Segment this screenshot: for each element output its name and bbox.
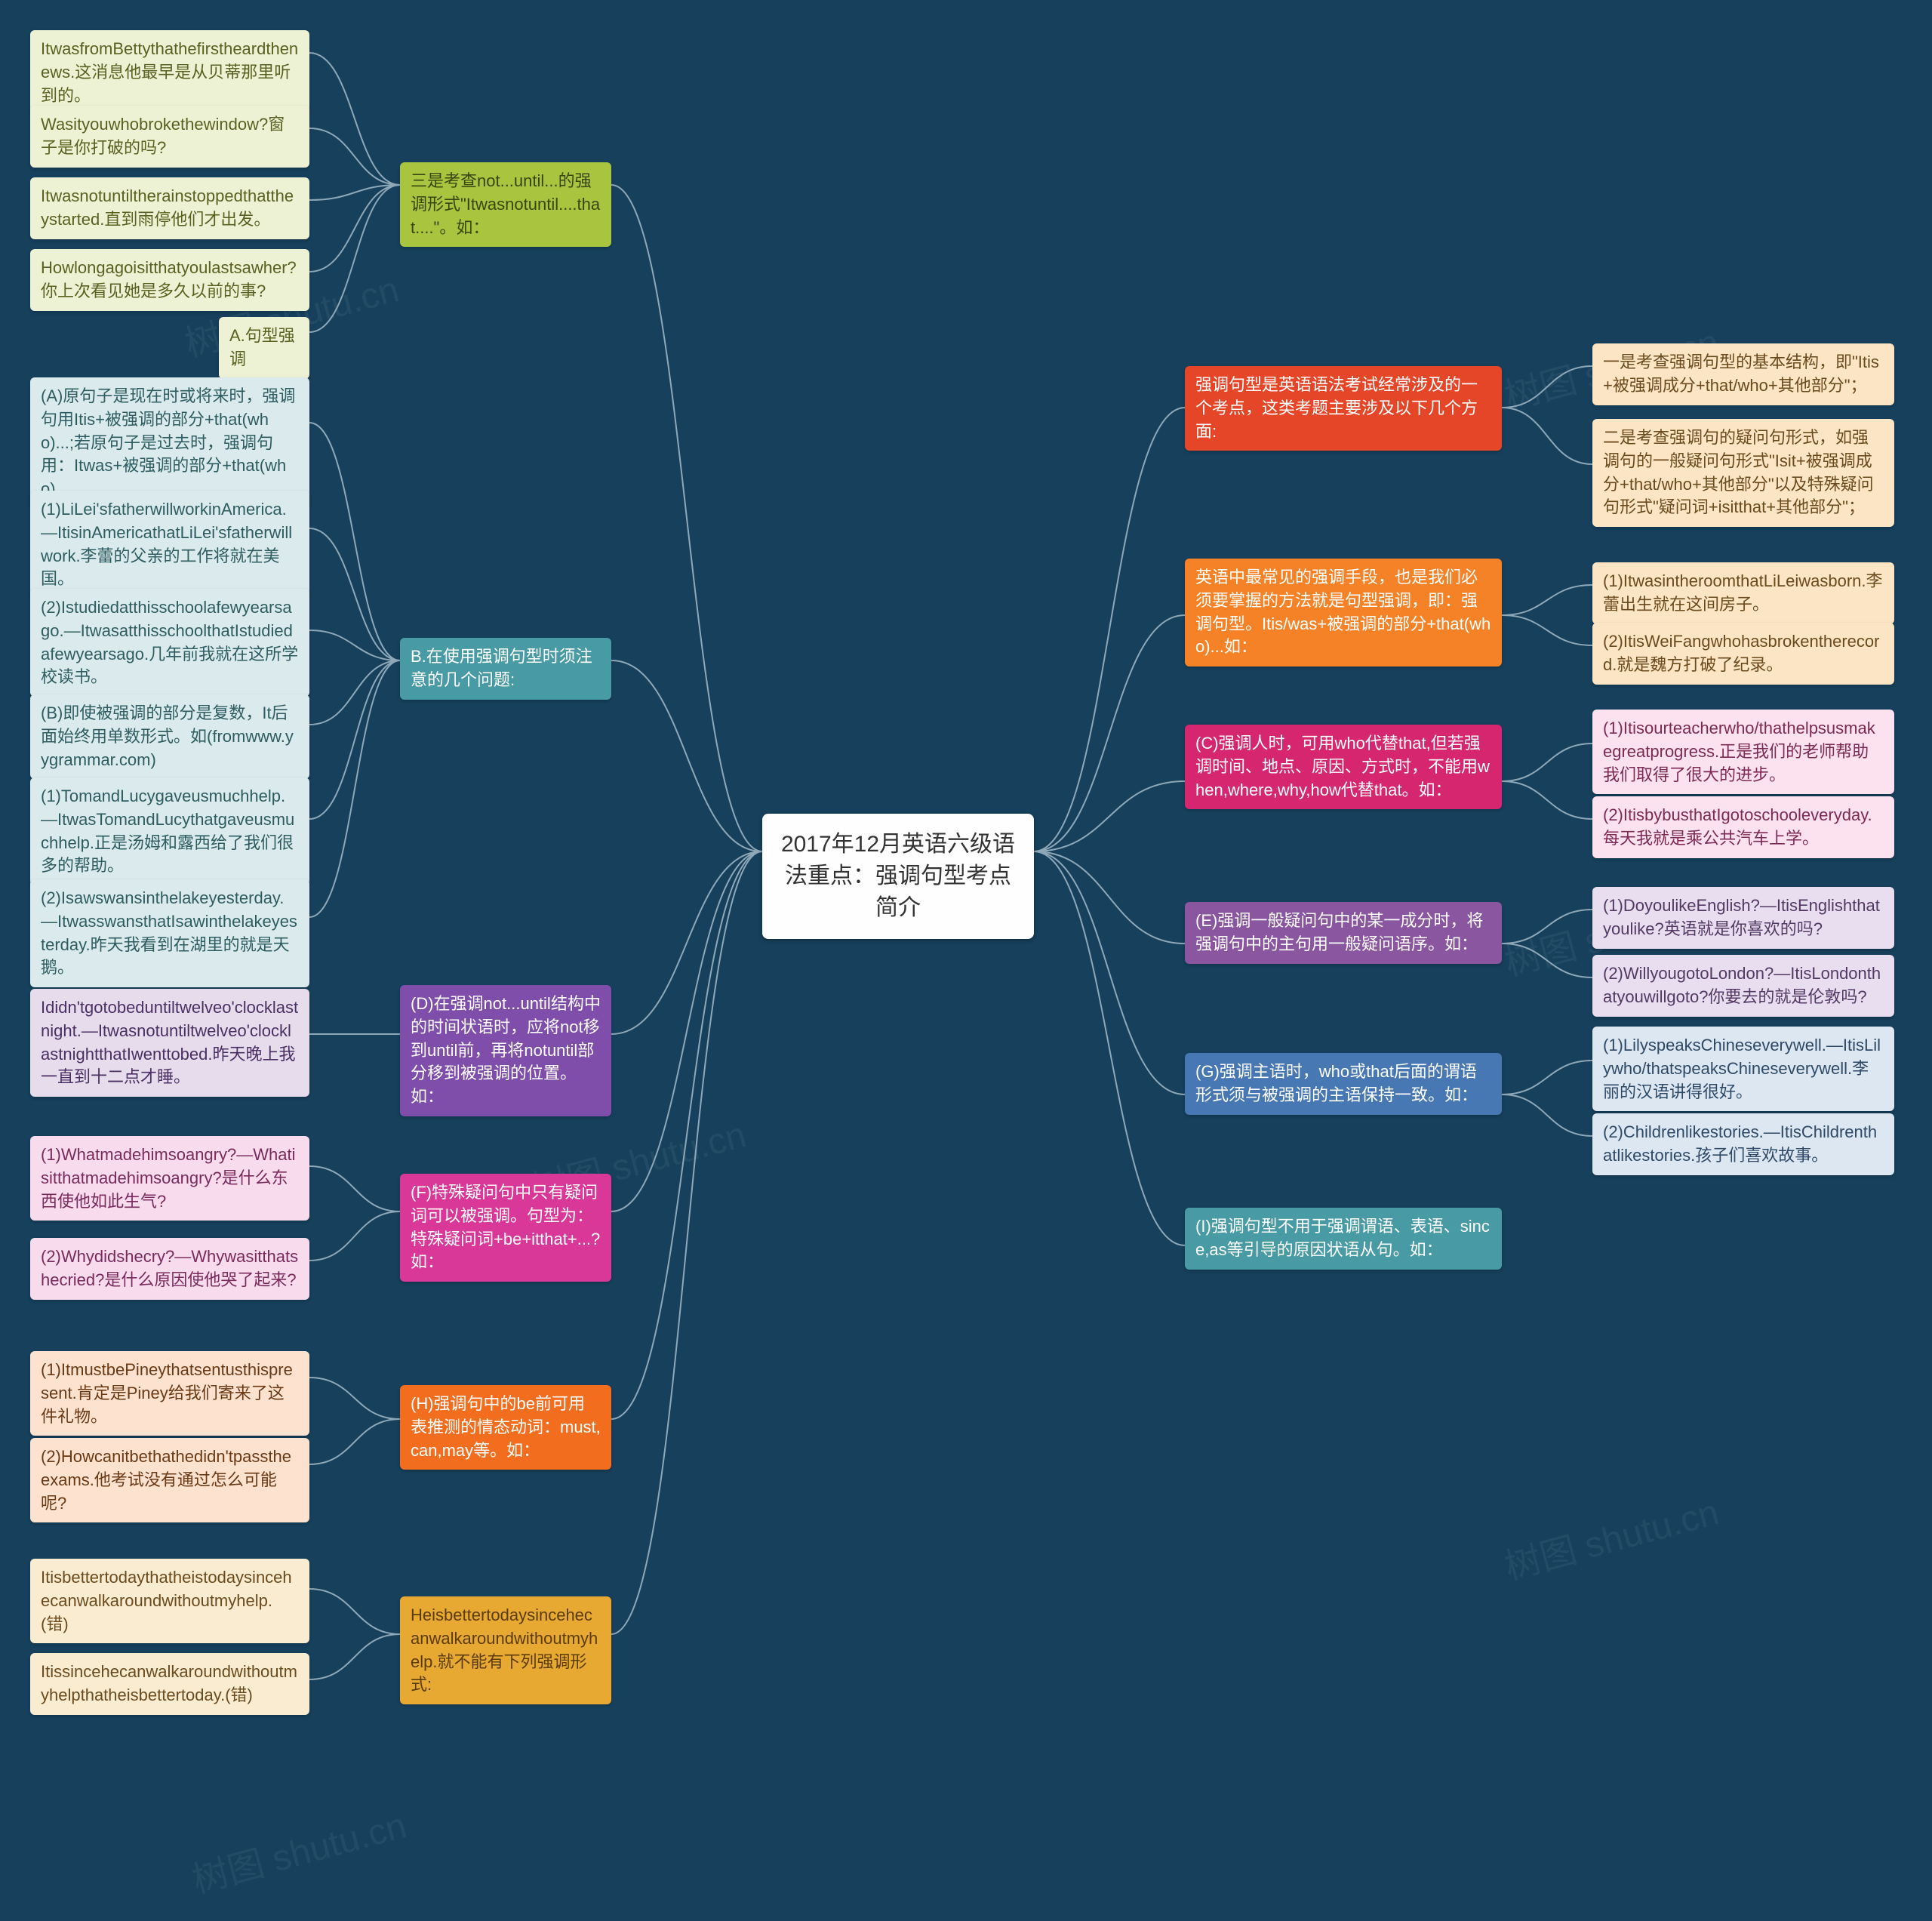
watermark: 树图 shutu.cn	[1498, 1482, 1724, 1590]
right-branch-3-child-1[interactable]: (2)WillyougotoLondon?—ItisLondonthatyouw…	[1592, 955, 1894, 1017]
right-branch-1[interactable]: 英语中最常见的强调手段，也是我们必须要掌握的方法就是句型强调，即：强调句型。It…	[1185, 559, 1502, 667]
left-branch-1-child-4[interactable]: (1)TomandLucygaveusmuchhelp.—ItwasTomand…	[30, 777, 309, 885]
left-branch-2[interactable]: (D)在强调not...until结构中的时间状语时，应将not移到until前…	[400, 985, 611, 1116]
left-branch-0-child-3[interactable]: Howlongagoisitthatyoulastsawher?你上次看见她是多…	[30, 249, 309, 311]
right-branch-5[interactable]: (I)强调句型不用于强调谓语、表语、since,as等引导的原因状语从句。如：	[1185, 1208, 1502, 1270]
center-node[interactable]: 2017年12月英语六级语法重点：强调句型考点简介	[762, 814, 1034, 939]
left-branch-5-child-0[interactable]: Itisbettertodaythatheistodaysincehecanwa…	[30, 1559, 309, 1643]
left-branch-1-child-3[interactable]: (B)即使被强调的部分是复数，It后面始终用单数形式。如(fromwww.yyg…	[30, 694, 309, 779]
right-branch-4-child-0[interactable]: (1)LilyspeaksChineseverywell.—ItisLilywh…	[1592, 1027, 1894, 1111]
left-branch-1-child-0[interactable]: (A)原句子是现在时或将来时，强调句用Itis+被强调的部分+that(who)…	[30, 377, 309, 509]
left-branch-4-child-0[interactable]: (1)ItmustbePineythatsentusthispresent.肯定…	[30, 1351, 309, 1436]
right-branch-3[interactable]: (E)强调一般疑问句中的某一成分时，将强调句中的主句用一般疑问语序。如：	[1185, 902, 1502, 964]
left-branch-5[interactable]: Heisbettertodaysincehecanwalkaroundwitho…	[400, 1596, 611, 1704]
right-branch-4-child-1[interactable]: (2)Childrenlikestories.—ItisChildrenthat…	[1592, 1113, 1894, 1175]
left-branch-3-child-0[interactable]: (1)Whatmadehimsoangry?—Whatisitthatmadeh…	[30, 1136, 309, 1221]
right-branch-2[interactable]: (C)强调人时，可用who代替that,但若强调时间、地点、原因、方式时，不能用…	[1185, 725, 1502, 809]
right-branch-0-child-0[interactable]: 一是考查强调句型的基本结构，即"Itis+被强调成分+that/who+其他部分…	[1592, 343, 1894, 405]
left-branch-2-child-0[interactable]: Ididn'tgotobeduntiltwelveo'clocklastnigh…	[30, 989, 309, 1097]
left-branch-1-child-5[interactable]: (2)Isawswansinthelakeyesterday.—Itwasswa…	[30, 879, 309, 987]
watermark: 树图 shutu.cn	[186, 1796, 411, 1904]
right-branch-0[interactable]: 强调句型是英语语法考试经常涉及的一个考点，这类考题主要涉及以下几个方面:	[1185, 366, 1502, 451]
right-branch-0-child-1[interactable]: 二是考查强调句的疑问句形式，如强调句的一般疑问句形式"Isit+被强调成分+th…	[1592, 419, 1894, 527]
left-branch-1[interactable]: B.在使用强调句型时须注意的几个问题:	[400, 638, 611, 700]
left-branch-0-child-1[interactable]: Wasityouwhobrokethewindow?窗子是你打破的吗?	[30, 106, 309, 168]
right-branch-1-child-0[interactable]: (1)ItwasintheroomthatLiLeiwasborn.李蕾出生就在…	[1592, 562, 1894, 624]
right-branch-4[interactable]: (G)强调主语时，who或that后面的谓语形式须与被强调的主语保持一致。如：	[1185, 1053, 1502, 1115]
left-branch-0-child-4[interactable]: A.句型强调	[219, 317, 309, 379]
left-branch-3-child-1[interactable]: (2)Whydidshecry?—Whywasitthatshecried?是什…	[30, 1238, 309, 1300]
right-branch-2-child-0[interactable]: (1)Itisourteacherwho/thathelpsusmakegrea…	[1592, 710, 1894, 794]
right-branch-2-child-1[interactable]: (2)ItisbybusthatIgotoschooleveryday.每天我就…	[1592, 796, 1894, 858]
left-branch-5-child-1[interactable]: Itissincehecanwalkaroundwithoutmyhelptha…	[30, 1653, 309, 1715]
left-branch-0-child-0[interactable]: ItwasfromBettythathefirstheardthenews.这消…	[30, 30, 309, 115]
left-branch-4[interactable]: (H)强调句中的be前可用表推测的情态动词：must,can,may等。如：	[400, 1385, 611, 1470]
left-branch-3[interactable]: (F)特殊疑问句中只有疑问词可以被强调。句型为：特殊疑问词+be+itthat+…	[400, 1174, 611, 1282]
right-branch-3-child-0[interactable]: (1)DoyoulikeEnglish?—ItisEnglishthatyoul…	[1592, 887, 1894, 949]
left-branch-0-child-2[interactable]: Itwasnotuntiltherainstoppedthattheystart…	[30, 177, 309, 239]
left-branch-1-child-1[interactable]: (1)LiLei'sfatherwillworkinAmerica.—Itisi…	[30, 491, 309, 599]
left-branch-1-child-2[interactable]: (2)Istudiedatthisschoolafewyearsago.—Itw…	[30, 589, 309, 697]
left-branch-4-child-1[interactable]: (2)Howcanitbethathedidn'tpasstheexams.他考…	[30, 1438, 309, 1522]
left-branch-0[interactable]: 三是考查not...until...的强调形式"Itwasnotuntil...…	[400, 162, 611, 247]
right-branch-1-child-1[interactable]: (2)ItisWeiFangwhohasbrokentherecord.就是魏方…	[1592, 623, 1894, 685]
